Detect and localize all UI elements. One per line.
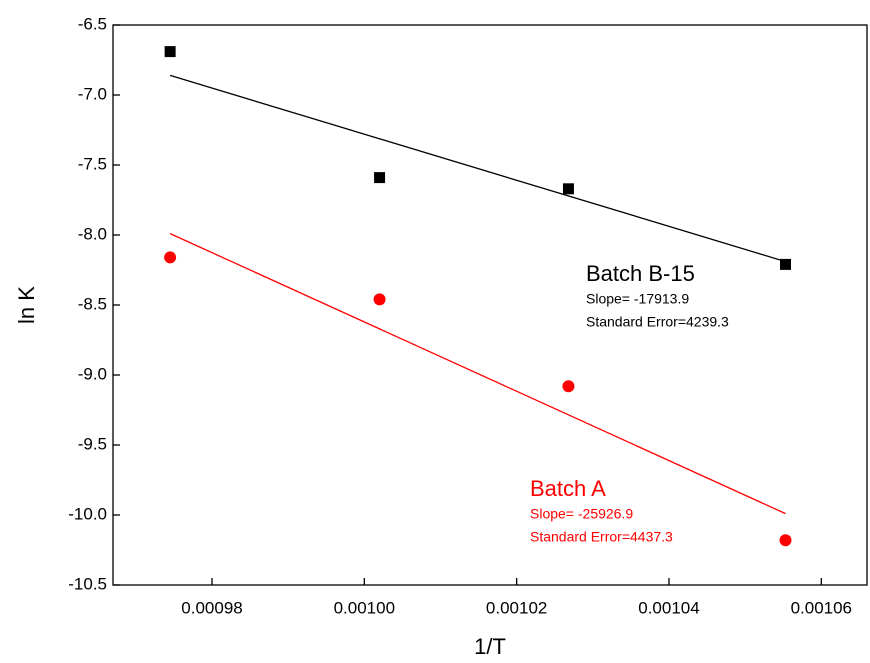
error-text: Standard Error=4437.3 bbox=[530, 529, 673, 545]
point bbox=[562, 183, 574, 195]
x-tick-label: 0.00106 bbox=[791, 598, 852, 617]
y-tick-label: -7.5 bbox=[78, 154, 107, 173]
y-tick-label: -10.0 bbox=[68, 504, 107, 523]
x-axis-label: 1/T bbox=[474, 634, 506, 659]
y-tick-label: -6.5 bbox=[78, 14, 107, 33]
x-tick-label: 0.00102 bbox=[486, 598, 547, 617]
point bbox=[374, 172, 386, 184]
y-tick-label: -7.0 bbox=[78, 84, 107, 103]
point bbox=[164, 46, 176, 58]
x-tick-label: 0.00104 bbox=[638, 598, 699, 617]
point bbox=[373, 293, 386, 306]
point bbox=[779, 534, 792, 547]
y-tick-label: -9.0 bbox=[78, 364, 107, 383]
x-tick-label: 0.00100 bbox=[334, 598, 395, 617]
series-label: Batch A bbox=[530, 476, 606, 501]
point bbox=[164, 251, 177, 264]
slope-text: Slope= -17913.9 bbox=[586, 291, 689, 307]
plot-frame bbox=[112, 24, 868, 586]
y-tick-label: -10.5 bbox=[68, 574, 107, 593]
point bbox=[780, 258, 792, 270]
y-tick-label: -8.0 bbox=[78, 224, 107, 243]
y-axis-label: ln K bbox=[14, 286, 39, 324]
y-tick-label: -9.5 bbox=[78, 434, 107, 453]
x-tick-label: 0.00098 bbox=[181, 598, 242, 617]
point bbox=[562, 380, 575, 393]
fit-line bbox=[169, 74, 786, 263]
fit-line bbox=[169, 233, 786, 515]
slope-text: Slope= -25926.9 bbox=[530, 506, 633, 522]
y-tick-label: -8.5 bbox=[78, 294, 107, 313]
error-text: Standard Error=4239.3 bbox=[586, 314, 729, 330]
series-label: Batch B-15 bbox=[586, 261, 695, 286]
